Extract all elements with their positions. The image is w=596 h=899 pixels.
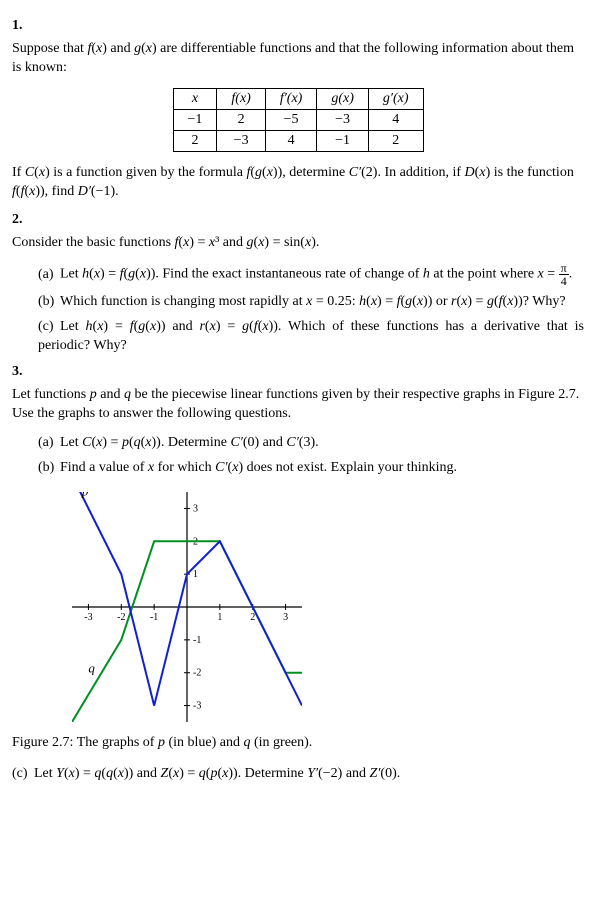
- th-x: x: [173, 88, 217, 109]
- data-table: x f(x) f′(x) g(x) g′(x) −1 2 −5 −3 4 2 −…: [173, 88, 424, 152]
- cell: −3: [317, 109, 369, 130]
- cell: −1: [173, 109, 217, 130]
- problem-2c: (c)Let h(x) = f(g(x)) and r(x) = g(f(x))…: [38, 318, 584, 356]
- problem-3a: (a)Let C(x) = p(q(x)). Determine C′(0) a…: [38, 434, 584, 453]
- problem-2-intro: Consider the basic functions f(x) = x³ a…: [12, 234, 584, 253]
- problem-3-intro: Let functions p and q be the piecewise l…: [12, 386, 584, 424]
- problem-3-number: 3.: [12, 364, 584, 380]
- problem-2a: (a)Let h(x) = f(g(x)). Find the exact in…: [38, 262, 584, 287]
- problem-3c: (c)Let Y(x) = q(q(x)) and Z(x) = q(p(x))…: [12, 765, 584, 784]
- svg-text:p: p: [81, 492, 89, 498]
- problem-3b: (b)Find a value of x for which C′(x) doe…: [38, 459, 584, 478]
- svg-text:q: q: [88, 660, 95, 675]
- cell: 4: [265, 130, 317, 151]
- cell: 2: [217, 109, 265, 130]
- figure-caption: Figure 2.7: The graphs of p (in blue) an…: [12, 734, 584, 753]
- problem-1-question: If C(x) is a function given by the formu…: [12, 164, 584, 202]
- svg-text:-1: -1: [193, 635, 201, 646]
- cell: −1: [317, 130, 369, 151]
- cell: 4: [368, 109, 423, 130]
- problem-1-intro: Suppose that f(x) and g(x) are different…: [12, 40, 584, 78]
- graph-svg: -3-3-2-2-1-1112233pq: [72, 492, 302, 722]
- th-fpx: f′(x): [265, 88, 317, 109]
- svg-text:3: 3: [283, 612, 288, 623]
- svg-text:-2: -2: [117, 612, 125, 623]
- th-gpx: g′(x): [368, 88, 423, 109]
- cell: −3: [217, 130, 265, 151]
- svg-text:3: 3: [193, 503, 198, 514]
- cell: 2: [173, 130, 217, 151]
- table-header-row: x f(x) f′(x) g(x) g′(x): [173, 88, 423, 109]
- problem-2b: (b)Which function is changing most rapid…: [38, 293, 584, 312]
- svg-text:-3: -3: [84, 612, 92, 623]
- svg-text:-1: -1: [150, 612, 158, 623]
- frac-den: 4: [559, 275, 569, 287]
- problem-1-number: 1.: [12, 18, 584, 34]
- svg-text:-3: -3: [193, 700, 201, 711]
- table-row: 2 −3 4 −1 2: [173, 130, 423, 151]
- problem-2-number: 2.: [12, 212, 584, 228]
- cell: 2: [368, 130, 423, 151]
- svg-text:-2: -2: [193, 667, 201, 678]
- cell: −5: [265, 109, 317, 130]
- p2a-end: .: [569, 267, 573, 282]
- th-fx: f(x): [217, 88, 265, 109]
- svg-text:2: 2: [250, 612, 255, 623]
- svg-text:1: 1: [193, 569, 198, 580]
- table-row: −1 2 −5 −3 4: [173, 109, 423, 130]
- th-gx: g(x): [317, 88, 369, 109]
- svg-text:1: 1: [217, 612, 222, 623]
- figure-graph: -3-3-2-2-1-1112233pq: [72, 492, 584, 722]
